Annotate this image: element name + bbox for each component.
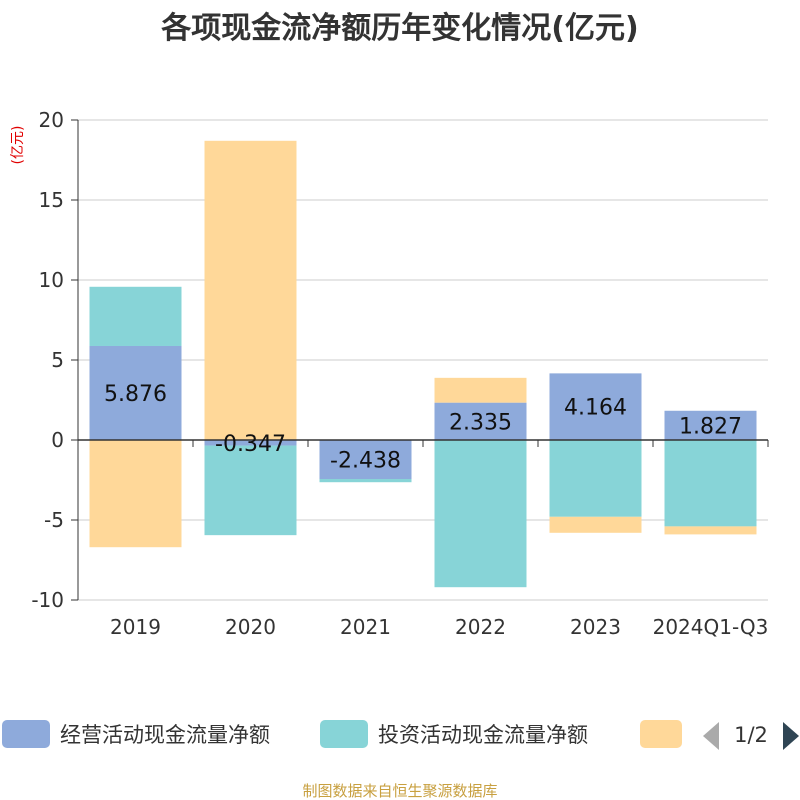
legend-swatch-operating[interactable]	[2, 720, 50, 748]
bar-3-2020[interactable]	[204, 140, 297, 441]
y-axis-label: (亿元)	[10, 126, 26, 165]
axes	[71, 119, 769, 601]
bar-3-2024Q1-Q3[interactable]	[664, 526, 757, 535]
bar-1-2023[interactable]	[549, 373, 642, 440]
source-note: 制图数据来自恒生聚源数据库	[302, 782, 497, 800]
y-tick-labels: 20 15 10 5 0 -5 -10	[31, 108, 64, 612]
bar-2-2024Q1-Q3[interactable]	[664, 440, 757, 527]
bar-1-2024Q1-Q3[interactable]	[664, 410, 757, 440]
y-tick-label: 10	[39, 268, 64, 292]
legend-label-investing[interactable]: 投资活动现金流量净额	[378, 723, 588, 747]
bar-2-2022[interactable]	[434, 440, 527, 588]
grid-lines	[78, 119, 768, 601]
x-tick-label: 2021	[340, 615, 391, 639]
bar-2-2023[interactable]	[549, 440, 642, 517]
bar-3-2019[interactable]	[89, 440, 182, 548]
legend-next-page-icon[interactable]	[783, 722, 799, 750]
x-tick-label: 2022	[455, 615, 506, 639]
data-label: 1.827	[679, 414, 742, 439]
bar-1-2022[interactable]	[434, 402, 527, 440]
y-tick-label: 0	[51, 428, 64, 452]
data-labels: 5.876 -0.347 -2.438 2.335 4.164 1.827	[104, 382, 742, 474]
legend-swatch-third-series[interactable]	[640, 720, 682, 748]
bar-1-2020[interactable]	[204, 440, 297, 446]
legend-swatch-investing[interactable]	[320, 720, 368, 748]
bar-1-2021[interactable]	[319, 440, 412, 480]
x-tick-label: 2020	[225, 615, 276, 639]
y-tick-label: 5	[51, 348, 64, 372]
bar-2-2020[interactable]	[204, 445, 297, 536]
y-tick-label: 20	[39, 108, 64, 132]
data-label: 4.164	[564, 396, 627, 421]
bar-2-2021[interactable]	[319, 479, 412, 483]
x-tick-label: 2024Q1-Q3	[653, 615, 769, 639]
x-tick-label: 2023	[570, 615, 621, 639]
legend: 经营活动现金流量净额 投资活动现金流量净额 1/2	[2, 720, 799, 750]
data-label: 2.335	[449, 410, 512, 435]
x-tick-labels: 2019 2020 2021 2022 2023 2024Q1-Q3	[110, 615, 768, 639]
bar-3-2022[interactable]	[434, 377, 527, 403]
legend-label-operating[interactable]: 经营活动现金流量净额	[60, 723, 270, 747]
data-label: 5.876	[104, 382, 167, 407]
bar-2-2019[interactable]	[89, 286, 182, 346]
x-tick-label: 2019	[110, 615, 161, 639]
data-label: -0.347	[215, 432, 286, 457]
chart-title: 各项现金流净额历年变化情况(亿元)	[160, 11, 638, 46]
y-tick-label: -10	[31, 588, 64, 612]
data-label: -2.438	[330, 449, 401, 474]
bars	[89, 140, 757, 588]
y-tick-label: -5	[44, 508, 64, 532]
legend-page-indicator: 1/2	[734, 723, 768, 747]
bar-3-2023[interactable]	[549, 516, 642, 533]
legend-prev-page-icon[interactable]	[703, 722, 719, 750]
y-tick-label: 15	[39, 188, 64, 212]
bar-1-2019[interactable]	[89, 345, 182, 440]
